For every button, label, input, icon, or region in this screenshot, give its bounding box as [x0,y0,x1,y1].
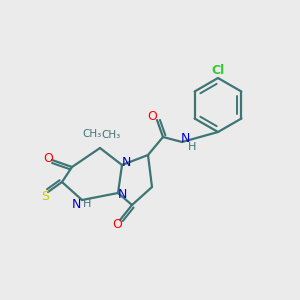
Text: Cl: Cl [212,64,225,77]
Text: H: H [188,142,196,152]
Text: CH₃: CH₃ [82,129,102,139]
Text: O: O [43,152,53,166]
Text: CH₃: CH₃ [101,130,121,140]
Text: N: N [117,188,127,202]
Text: S: S [41,190,49,203]
Text: N: N [121,155,131,169]
Text: O: O [147,110,157,122]
Text: N: N [71,197,81,211]
Text: H: H [83,199,91,209]
Text: N: N [180,131,190,145]
Text: O: O [112,218,122,232]
